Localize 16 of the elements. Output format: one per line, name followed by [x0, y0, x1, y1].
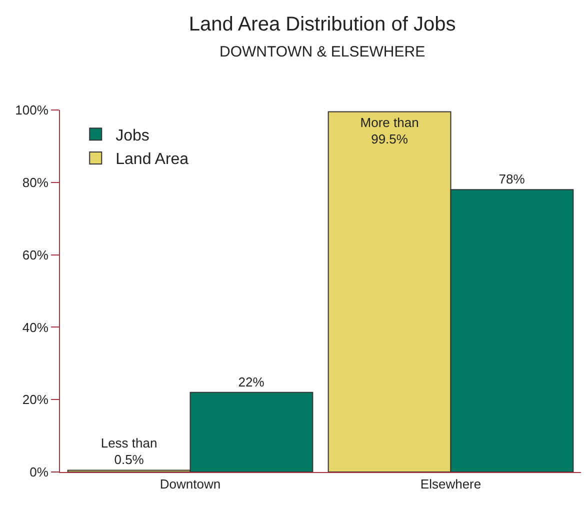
data-label: 78% — [498, 172, 526, 187]
y-tick-label: 100% — [15, 102, 49, 118]
data-label: More than 99.5% — [360, 114, 419, 147]
data-label: 22% — [238, 374, 265, 390]
data-label: Less than 0.5% — [100, 435, 158, 468]
x-tick-label: Downtown — [160, 476, 221, 492]
y-tick-label: 60% — [22, 247, 49, 262]
y-tick-label: 40% — [22, 320, 49, 335]
legend-label: Land Area — [116, 151, 189, 168]
x-tick-label: Elsewhere — [420, 476, 482, 492]
y-tick-label: 80% — [22, 174, 49, 190]
chart-subtitle: DOWNTOWN & ELSEWHERE — [220, 44, 426, 61]
y-tick-label: 20% — [22, 392, 49, 408]
chart-title: Land Area Distribution of Jobs — [188, 14, 456, 36]
legend-label: Jobs — [116, 127, 150, 144]
y-tick-label: 0% — [30, 464, 49, 480]
